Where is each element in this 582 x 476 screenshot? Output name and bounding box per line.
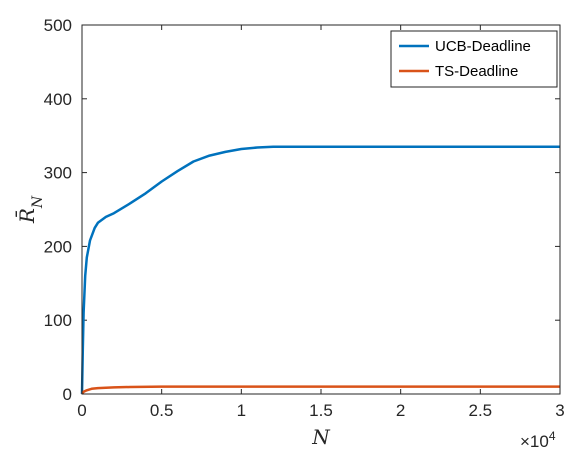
legend-label: UCB-Deadline xyxy=(435,38,531,55)
x-tick-label: 0 xyxy=(77,401,86,420)
y-tick-label: 200 xyxy=(44,237,72,256)
legend-label: TS-Deadline xyxy=(435,63,518,80)
y-tick-label: 400 xyxy=(44,90,72,109)
legend-box xyxy=(390,30,558,88)
series-layer xyxy=(80,145,560,395)
x-tick-label: 3 xyxy=(555,401,564,420)
series-line-ucb-deadline xyxy=(80,145,560,395)
x-axis-exponent-base: ×10 xyxy=(520,432,549,451)
x-tick-label: 2 xyxy=(396,401,405,420)
y-tick-label: 500 xyxy=(44,16,72,35)
y-axis-label: R̄N xyxy=(14,195,46,224)
legend: UCB-Deadline TS-Deadline xyxy=(390,30,558,88)
x-axis-exponent: ×104 xyxy=(520,429,556,451)
x-tick-label: 1.5 xyxy=(309,401,333,420)
x-tick-label: 1 xyxy=(237,401,246,420)
y-tick-label: 300 xyxy=(44,164,72,183)
y-tick-label: 0 xyxy=(63,385,72,404)
y-axis-label-subscript: N xyxy=(30,195,46,209)
axes-box xyxy=(81,24,561,395)
x-tick-label: 0.5 xyxy=(150,401,174,420)
x-axis-exponent-power: 4 xyxy=(549,429,556,443)
x-tick-label: 2.5 xyxy=(469,401,493,420)
series-line-ts-deadline xyxy=(80,385,560,395)
y-tick-label: 100 xyxy=(44,311,72,330)
x-axis-label: N xyxy=(311,425,331,449)
y-axis-label-main: R̄ xyxy=(14,208,39,224)
